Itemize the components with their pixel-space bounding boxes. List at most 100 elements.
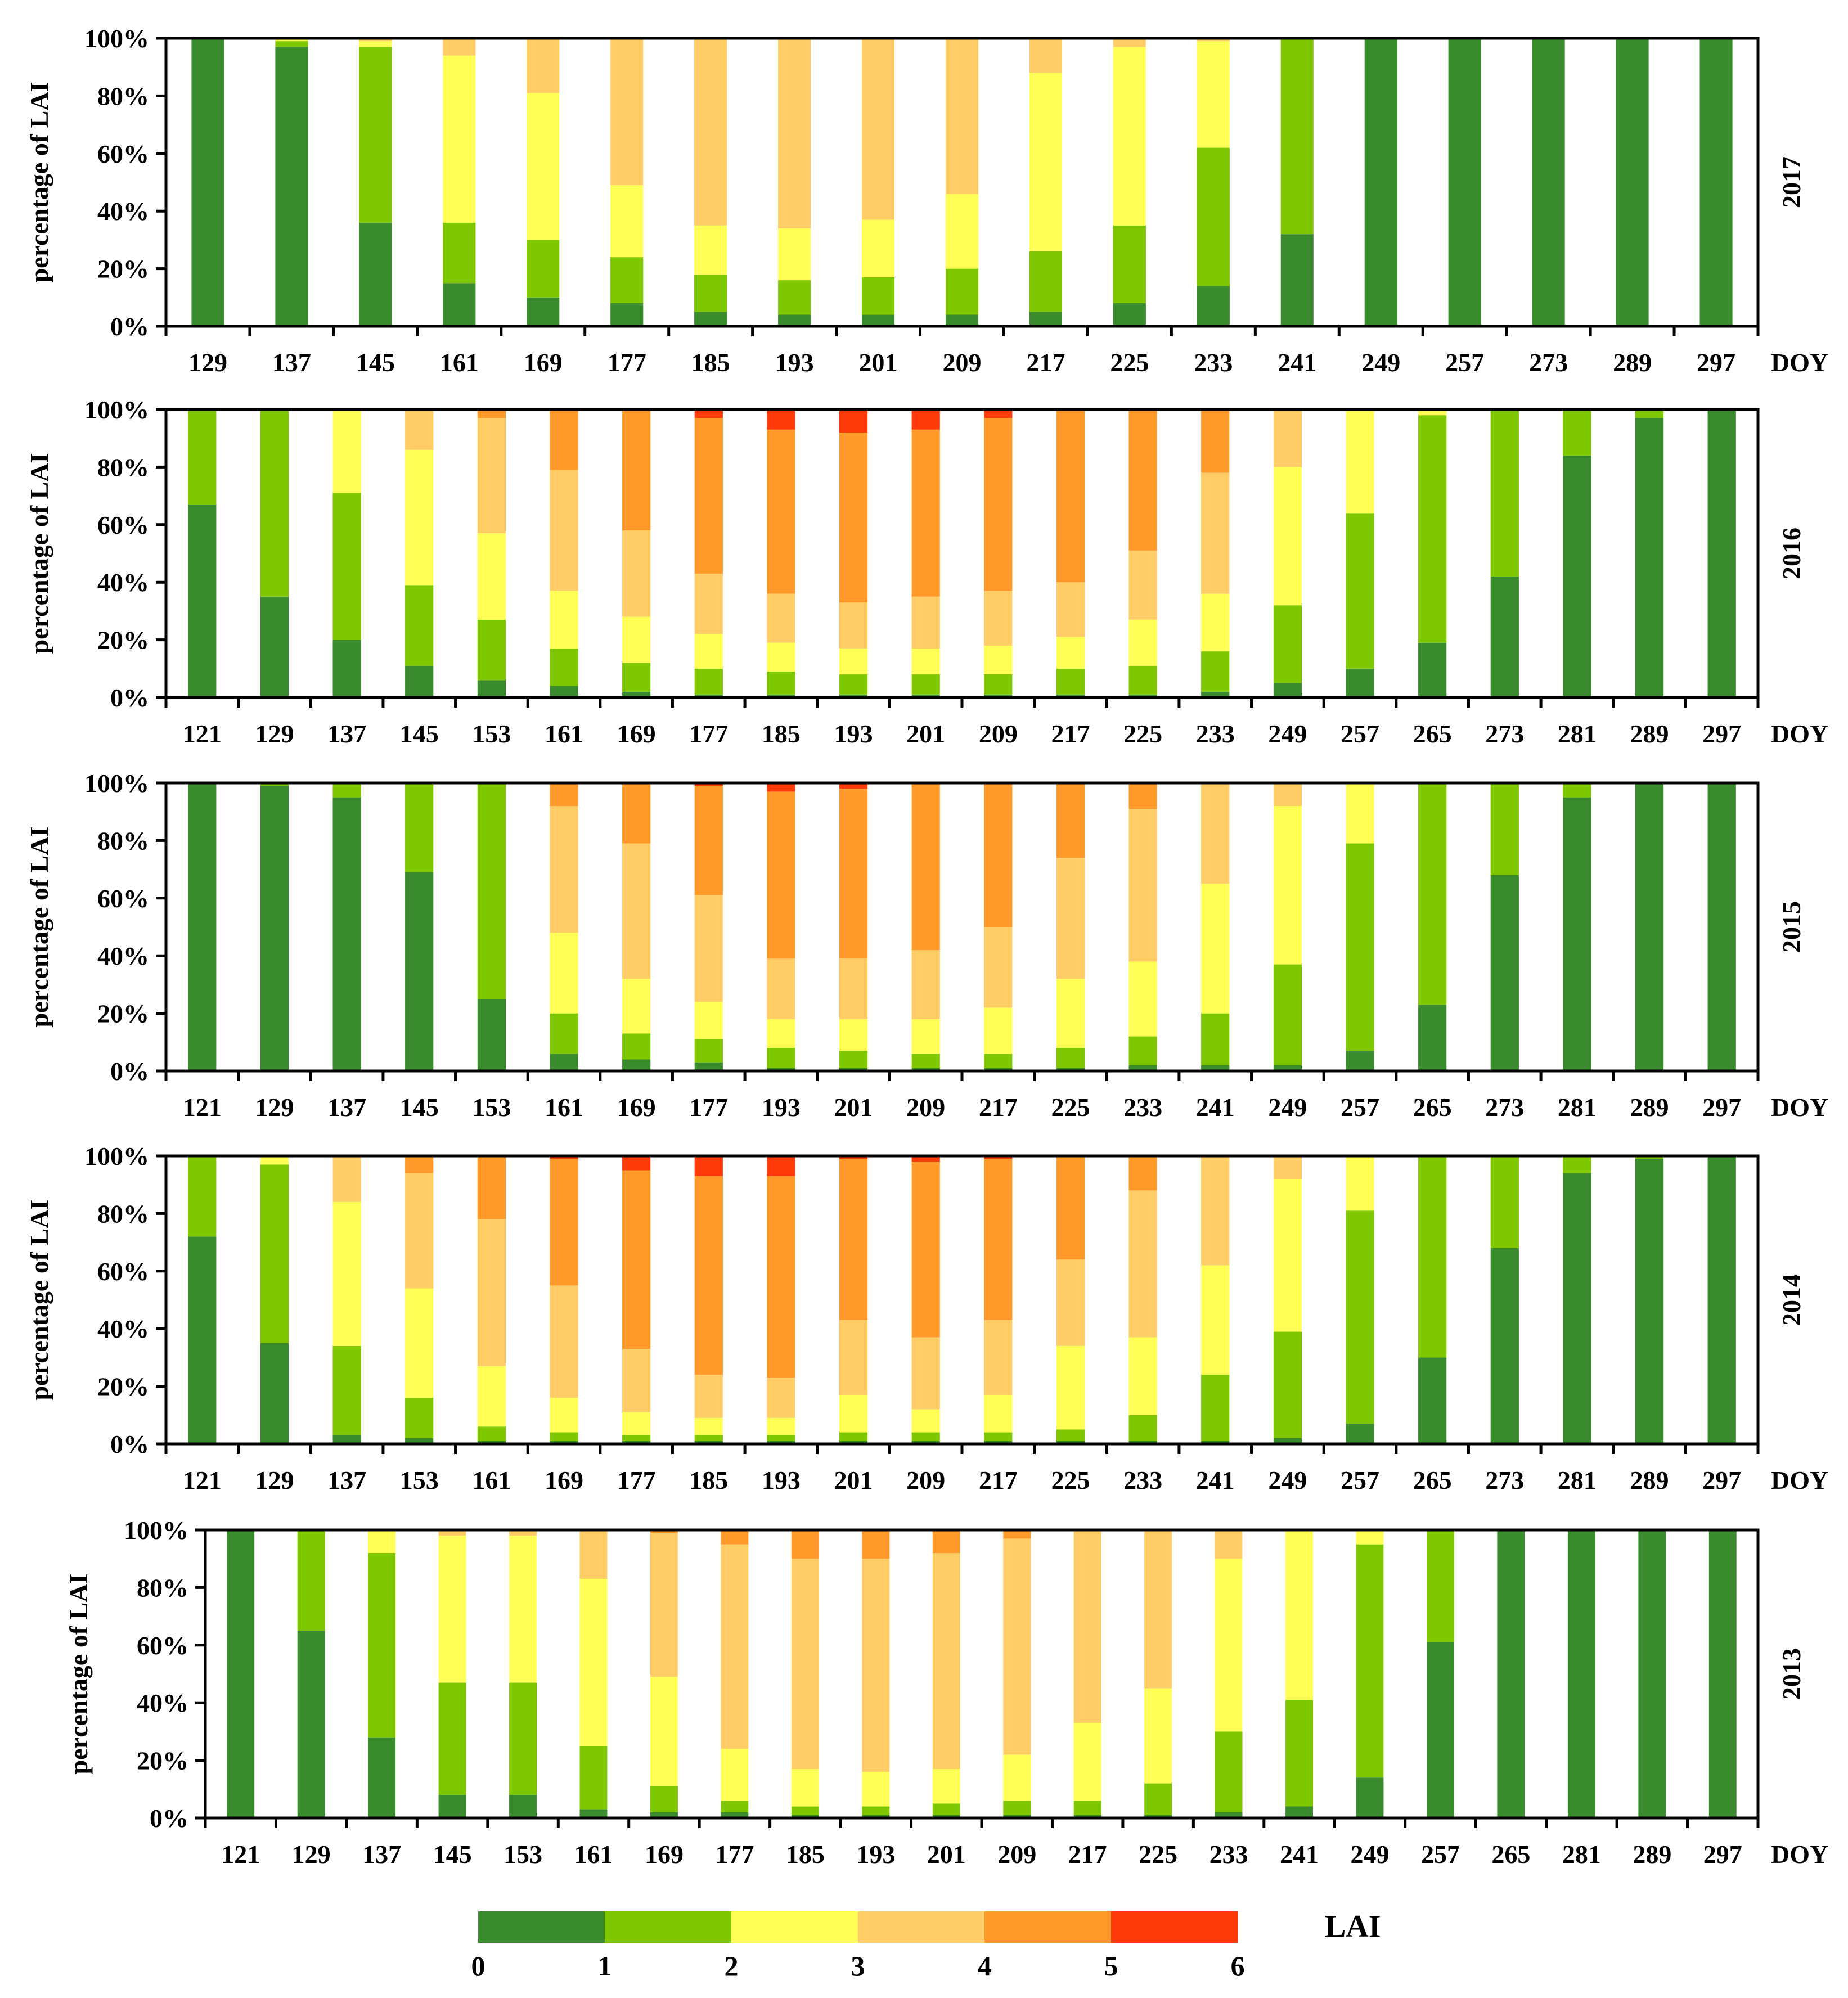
bar-segment-129-lai-1-2 [297, 1530, 325, 1631]
bar-segment-233-lai-2-3 [1215, 1559, 1243, 1732]
y-axis-label: percentage of LAI [25, 1200, 53, 1401]
bar-segment-217-lai-2-3 [1056, 637, 1085, 669]
x-tick-label: 177 [689, 719, 728, 748]
bar-segment-161-lai-0-1 [579, 1809, 608, 1818]
bar-segment-169-lai-1-2 [527, 240, 560, 298]
bar-segment-169-lai-1-2 [550, 1432, 578, 1441]
bar-segment-225-lai-4-5 [1128, 410, 1157, 551]
x-tick-label: 201 [906, 719, 945, 748]
bar-segment-233-lai-3-4 [1128, 1190, 1157, 1338]
bar-segment-169-lai-0-1 [622, 1059, 651, 1071]
bar-segment-193-lai-1-2 [839, 674, 868, 695]
bar-segment-161-lai-0-1 [443, 283, 476, 326]
bar-segment-185-lai-2-3 [694, 225, 727, 274]
bar-segment-225-lai-3-4 [1056, 858, 1085, 979]
bar-segment-185-lai-3-4 [767, 593, 795, 643]
chart-panel-2016: 0% 20% 40% 60% 80% 100% percentage of LAI 121 12… [25, 395, 1828, 748]
bar-segment-185-lai-4-5 [767, 429, 795, 594]
x-tick-label: 273 [1485, 719, 1524, 748]
bar-segment-185-lai-1-2 [791, 1806, 819, 1815]
bar-segment-209-lai-0-1 [984, 694, 1013, 698]
bar-segment-193-lai-3-4 [839, 602, 868, 649]
bar-segment-225-lai-1-2 [1056, 1048, 1085, 1068]
bar-segment-137-lai-3-4 [332, 1156, 361, 1202]
x-tick-label: 289 [1630, 719, 1669, 748]
bar-segment-225-lai-2-3 [1113, 47, 1146, 226]
bar-segment-249-lai-0-1 [1273, 683, 1302, 698]
x-tick-label: 209 [906, 1466, 945, 1495]
bar-segment-129-lai-1-2 [260, 783, 289, 786]
bar-segment-225-lai-3-4 [1144, 1530, 1172, 1689]
bar-segment-201-lai-4-5 [839, 789, 868, 959]
x-tick-label: 249 [1268, 1093, 1307, 1122]
bar-segment-297-lai-0-1 [1708, 1530, 1737, 1818]
bar-segment-177-lai-3-4 [694, 895, 723, 1002]
bar-segment-185-lai-1-2 [767, 671, 795, 695]
bar-segment-153-lai-0-1 [477, 999, 506, 1071]
bar-segment-209-lai-4-5 [984, 418, 1013, 591]
x-tick-label: 129 [255, 1093, 294, 1122]
y-tick-label: 80% [97, 453, 149, 482]
x-tick-label: 257 [1341, 719, 1379, 748]
bar-segment-289-lai-0-1 [1638, 1530, 1666, 1818]
y-tick-label: 20% [97, 255, 149, 284]
bar-segment-201-lai-3-4 [862, 38, 895, 220]
x-tick-label: 177 [715, 1840, 754, 1869]
chart-panel-2015: 0% 20% 40% 60% 80% 100% percentage of LAI 121 12… [25, 769, 1828, 1122]
bar-segment-233-lai-1-2 [1197, 147, 1230, 286]
bar-segment-217-lai-3-4 [1029, 38, 1062, 73]
bar-segment-153-lai-2-3 [405, 1288, 434, 1398]
y-axis-label: percentage of LAI [64, 1574, 93, 1775]
bar-segment-137-lai-2-3 [332, 1202, 361, 1346]
bar-segment-121-lai-0-1 [188, 783, 217, 1071]
bar-segment-177-lai-5-6 [622, 1156, 651, 1171]
bar-segment-193-lai-4-5 [839, 433, 868, 603]
bar-segment-265-lai-0-1 [1418, 1005, 1447, 1071]
bar-segment-257-lai-0-1 [1346, 668, 1374, 698]
bar-segment-233-lai-4-5 [1128, 1156, 1157, 1191]
plot-frame [204, 1528, 1760, 1820]
bar-segment-177-lai-3-4 [622, 1349, 651, 1412]
bar-segment-169-lai-3-4 [550, 1285, 578, 1398]
bar-segment-217-lai-1-2 [1056, 668, 1085, 695]
bar-segment-257-lai-0-1 [1346, 1424, 1374, 1444]
bar-segment-161-lai-1-2 [550, 1013, 578, 1054]
bar-segment-225-lai-4-5 [1056, 783, 1085, 858]
bar-segment-217-lai-2-3 [984, 1007, 1013, 1054]
bar-segment-249-lai-2-3 [1356, 1530, 1384, 1545]
x-tick-label: 289 [1630, 1466, 1669, 1495]
bar-segment-297-lai-0-1 [1707, 783, 1736, 1071]
x-axis-label: DOY [1771, 719, 1828, 748]
bar-segment-145-lai-0-1 [438, 1795, 466, 1818]
bar-segment-289-lai-0-1 [1616, 38, 1649, 326]
bar-segment-225-lai-0-1 [1056, 1441, 1085, 1444]
bar-segment-185-lai-4-5 [791, 1530, 819, 1559]
bar-segment-161-lai-1-2 [579, 1746, 608, 1810]
x-tick-label: 233 [1209, 1840, 1248, 1869]
bar-segment-201-lai-2-3 [911, 649, 940, 675]
bar-segment-169-lai-0-1 [622, 691, 651, 698]
bar-segment-177-lai-4-5 [622, 1170, 651, 1349]
x-tick-label: 185 [689, 1466, 728, 1495]
bar-segment-233-lai-1-2 [1128, 1415, 1157, 1441]
bar-segment-201-lai-5-6 [839, 783, 868, 789]
x-tick-label: 217 [1068, 1840, 1107, 1869]
bar-segment-249-lai-1-2 [1356, 1544, 1384, 1778]
x-tick-label: 161 [440, 348, 479, 377]
bar-segment-217-lai-3-4 [984, 1320, 1013, 1395]
legend-title: LAI [1325, 1909, 1381, 1944]
bar-segment-233-lai-0-1 [1128, 1441, 1157, 1444]
x-tick-label: 129 [292, 1840, 331, 1869]
x-tick-label: 249 [1268, 719, 1307, 748]
y-tick-label: 60% [97, 140, 149, 168]
bar-segment-209-lai-3-4 [1003, 1538, 1031, 1755]
legend-tick-label: 6 [1231, 1950, 1245, 1982]
x-tick-label: 161 [472, 1466, 511, 1495]
x-tick-label: 217 [1051, 719, 1090, 748]
bar-segment-273-lai-1-2 [1490, 410, 1519, 577]
bar-segment-145-lai-1-2 [405, 783, 434, 872]
bar-segment-169-lai-4-5 [622, 783, 651, 844]
bar-segment-185-lai-3-4 [694, 1375, 723, 1418]
bar-segment-225-lai-0-1 [1056, 1068, 1085, 1071]
bar-segment-193-lai-1-2 [778, 280, 811, 315]
